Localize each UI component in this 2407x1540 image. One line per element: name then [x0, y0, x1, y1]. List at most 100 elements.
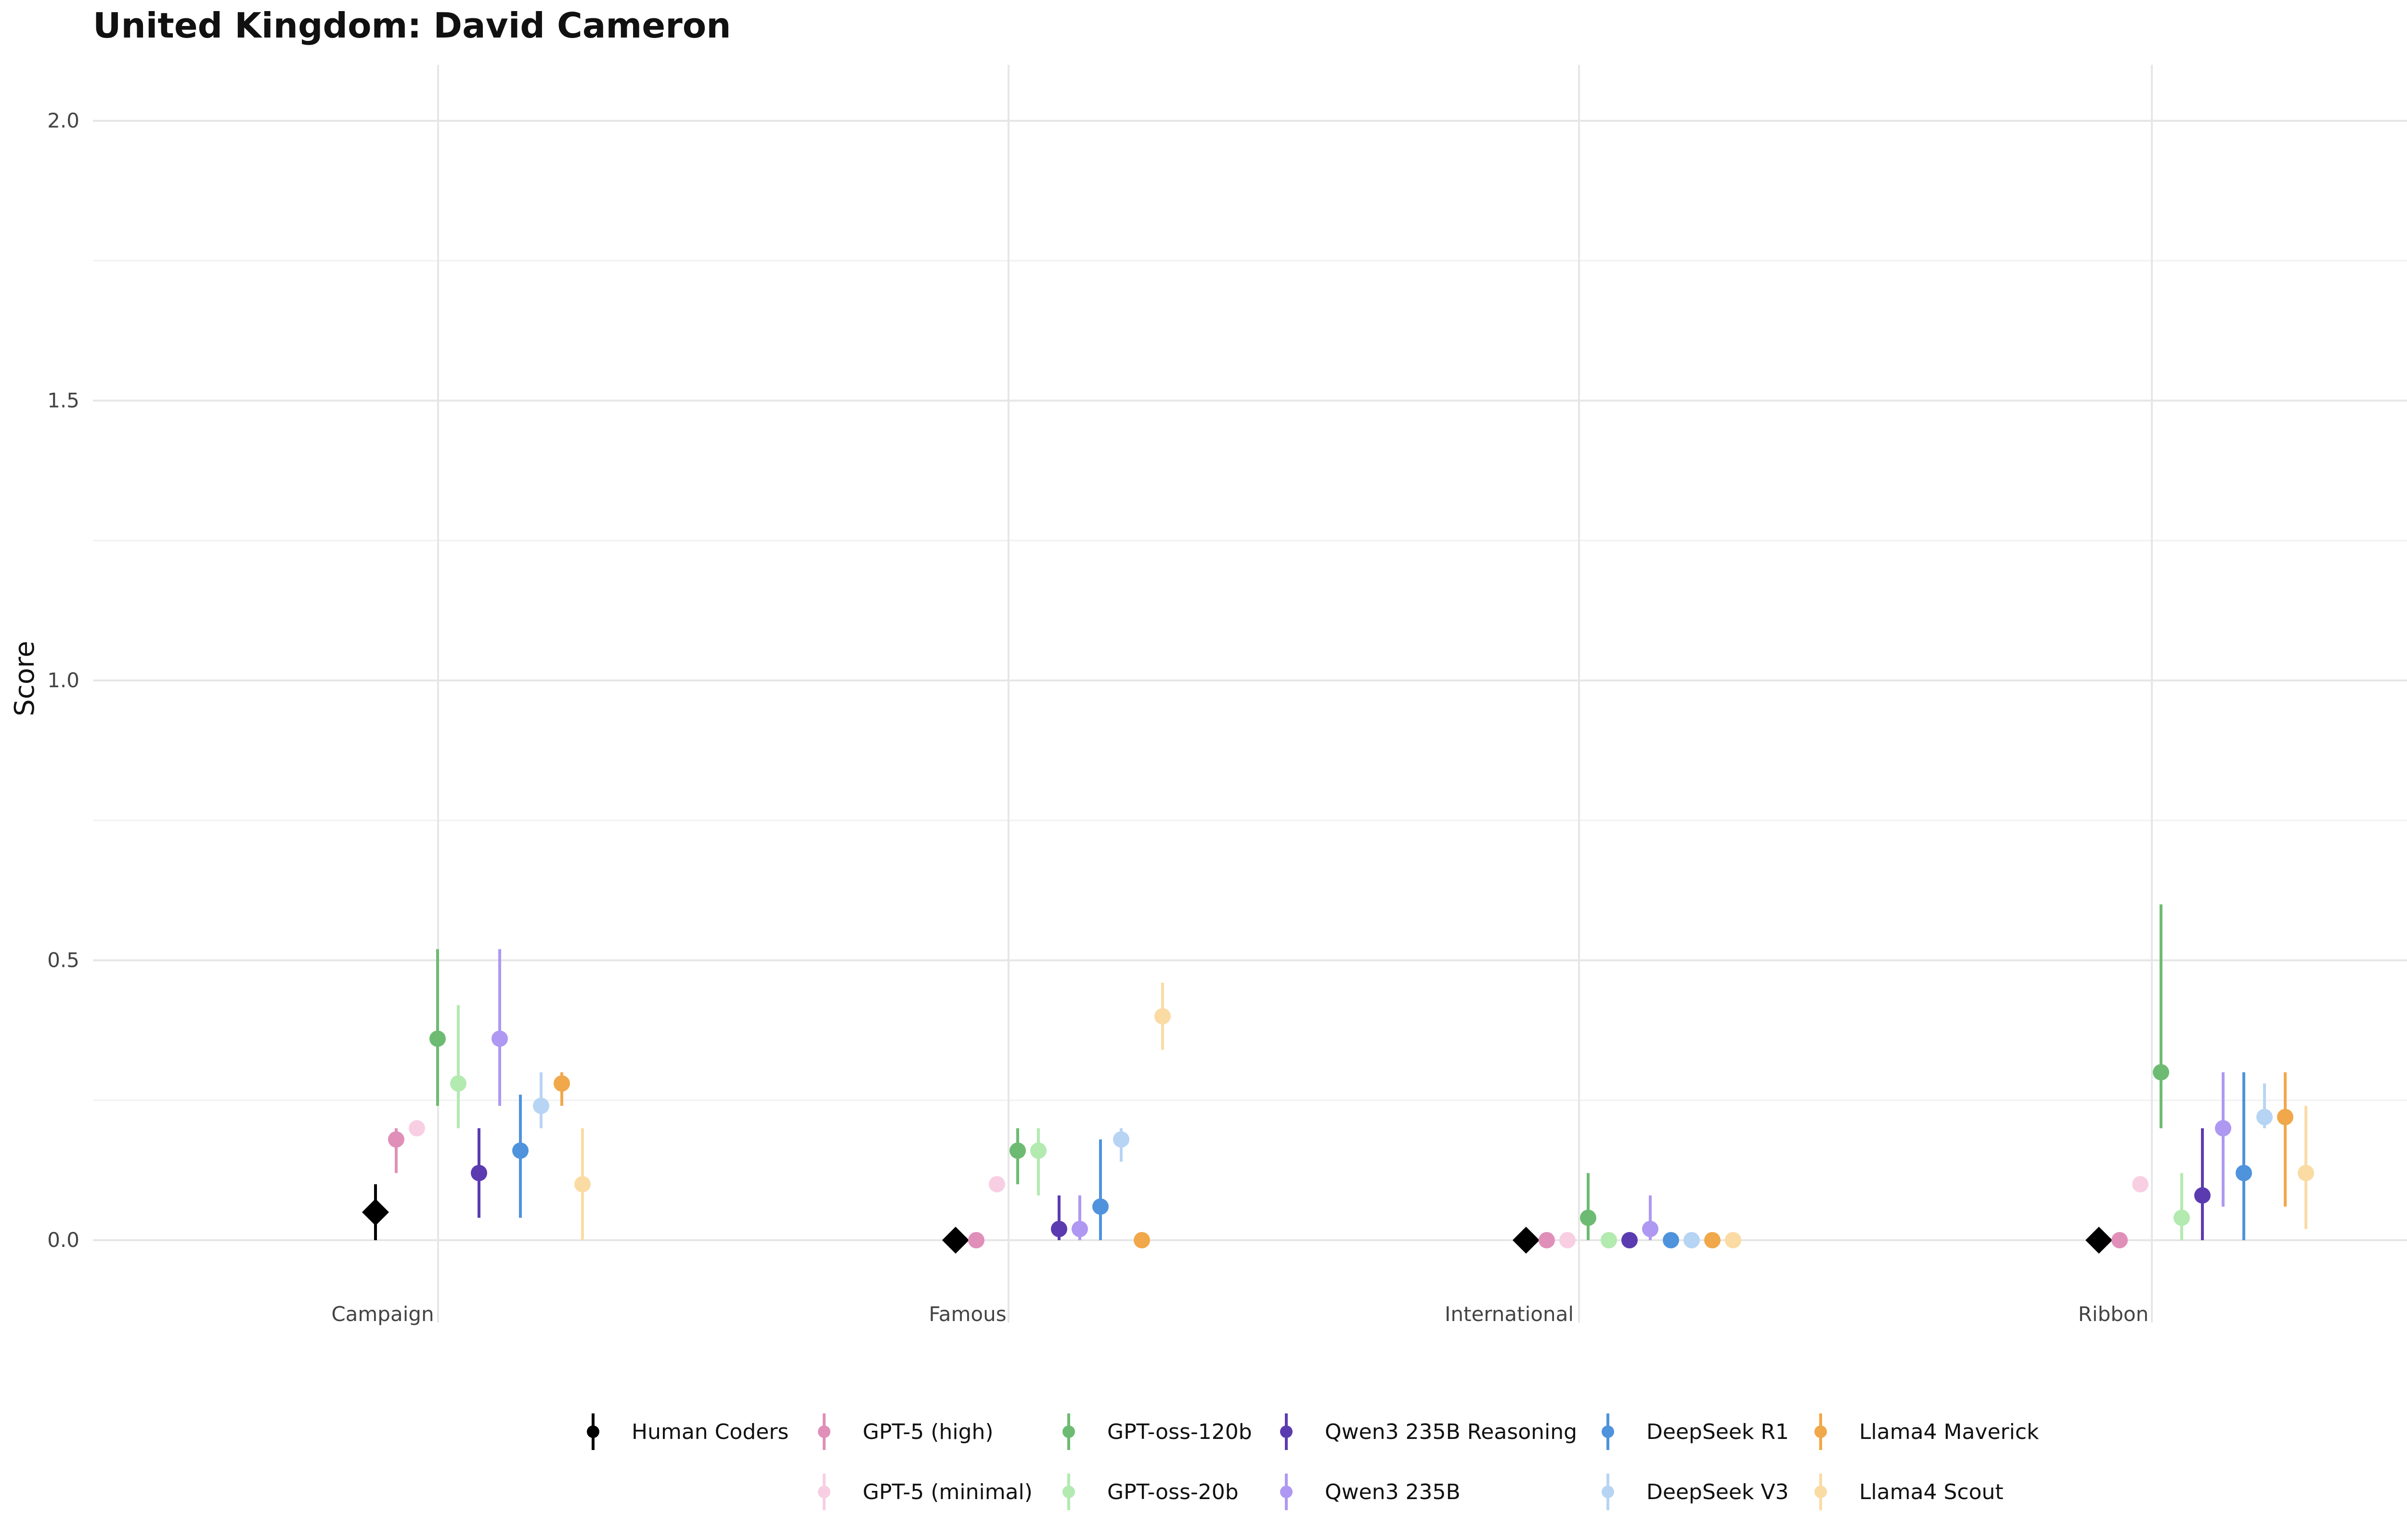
data-point — [409, 1120, 425, 1137]
data-point — [1725, 1232, 1741, 1248]
data-point — [942, 1227, 969, 1254]
legend-key-point — [1814, 1425, 1827, 1438]
data-point — [968, 1232, 984, 1248]
legend-key-point — [818, 1486, 830, 1498]
legend-item: Llama4 Scout — [1814, 1474, 2004, 1510]
data-series — [362, 904, 2314, 1254]
data-point — [2215, 1120, 2231, 1137]
data-point — [2298, 1165, 2314, 1181]
legend-label: Qwen3 235B Reasoning — [1325, 1420, 1577, 1444]
legend-label: GPT-oss-120b — [1107, 1420, 1252, 1444]
y-axis-title: Score — [9, 641, 40, 717]
data-point — [1559, 1232, 1576, 1248]
data-point — [574, 1176, 591, 1193]
legend-item: Qwen3 235B — [1280, 1474, 1461, 1510]
series-group — [450, 1005, 2190, 1248]
data-point — [1009, 1142, 1026, 1159]
legend-key-point — [1062, 1425, 1075, 1438]
data-point — [2111, 1232, 2128, 1248]
data-point — [492, 1030, 508, 1047]
y-tick-label: 0.0 — [47, 1228, 79, 1252]
data-point — [1154, 1008, 1171, 1025]
data-point — [429, 1030, 446, 1047]
x-tick-label: Famous — [929, 1302, 1006, 1326]
legend: Human Coders GPT-5 (high) GPT-oss-120b Qwen… — [587, 1413, 2039, 1510]
x-tick-label: International — [1445, 1302, 1574, 1326]
series-group — [554, 1072, 2293, 1248]
chart-title: United Kingdom: David Cameron — [93, 5, 731, 46]
legend-item: DeepSeek R1 — [1602, 1413, 1789, 1450]
x-tick-label: Campaign — [331, 1302, 434, 1326]
series-group — [533, 1072, 2273, 1248]
legend-key-point — [1814, 1486, 1827, 1498]
legend-label: DeepSeek V3 — [1646, 1480, 1789, 1504]
legend-label: Llama4 Maverick — [1859, 1420, 2039, 1444]
legend-key-point — [1602, 1486, 1614, 1498]
data-point — [471, 1165, 487, 1181]
series-group — [362, 1184, 2112, 1254]
legend-label: GPT-5 (minimal) — [863, 1480, 1033, 1504]
data-point — [1513, 1227, 1540, 1254]
data-point — [1642, 1220, 1658, 1237]
legend-label: GPT-oss-20b — [1107, 1480, 1239, 1504]
data-point — [1030, 1142, 1047, 1159]
series-group — [512, 1072, 2252, 1248]
data-point — [1539, 1232, 1555, 1248]
legend-label: DeepSeek R1 — [1646, 1420, 1789, 1444]
data-point — [2174, 1209, 2190, 1226]
data-point — [1092, 1198, 1109, 1215]
data-point — [1621, 1232, 1638, 1248]
data-point — [2256, 1109, 2273, 1126]
data-point — [2132, 1176, 2148, 1193]
legend-item: Llama4 Maverick — [1814, 1413, 2039, 1450]
series-group — [429, 904, 2169, 1240]
data-point — [1704, 1232, 1721, 1248]
legend-item: Human Coders — [587, 1413, 789, 1450]
series-group — [388, 1128, 2128, 1248]
legend-key-point — [818, 1425, 830, 1438]
series-group — [492, 949, 2231, 1240]
series-group — [574, 983, 2314, 1248]
data-point — [2194, 1187, 2211, 1204]
data-point — [1683, 1232, 1700, 1248]
x-tick-label: Ribbon — [2078, 1302, 2149, 1326]
legend-key-point — [1602, 1425, 1614, 1438]
x-axis-ticks: Campaign Famous International Ribbon — [331, 1302, 2148, 1326]
grid — [93, 64, 2407, 1323]
legend-label: Llama4 Scout — [1859, 1480, 2004, 1504]
legend-label: GPT-5 (high) — [863, 1420, 994, 1444]
y-tick-label: 0.5 — [47, 949, 79, 972]
y-axis-ticks: 0.0 0.5 1.0 1.5 2.0 — [47, 109, 79, 1252]
y-tick-label: 2.0 — [47, 109, 79, 132]
legend-item: GPT-oss-20b — [1062, 1474, 1239, 1510]
legend-label: Human Coders — [632, 1420, 789, 1444]
data-point — [388, 1131, 404, 1148]
legend-label: Qwen3 235B — [1325, 1480, 1461, 1504]
data-point — [1580, 1209, 1596, 1226]
legend-key-point — [1280, 1486, 1293, 1498]
legend-key-point — [587, 1425, 599, 1438]
legend-item: DeepSeek V3 — [1602, 1474, 1789, 1510]
legend-item: GPT-5 (minimal) — [818, 1474, 1033, 1510]
data-point — [1601, 1232, 1617, 1248]
data-point — [554, 1075, 570, 1092]
legend-item: GPT-5 (high) — [818, 1413, 994, 1450]
data-point — [512, 1142, 529, 1159]
data-point — [450, 1075, 466, 1092]
data-point — [1113, 1131, 1129, 1148]
legend-key-point — [1280, 1425, 1293, 1438]
legend-item: GPT-oss-120b — [1062, 1413, 1252, 1450]
y-tick-label: 1.5 — [47, 389, 79, 412]
data-point — [1051, 1220, 1067, 1237]
data-point — [1663, 1232, 1679, 1248]
data-point — [362, 1198, 389, 1226]
data-point — [2085, 1227, 2112, 1254]
data-point — [989, 1176, 1005, 1193]
legend-key-point — [1062, 1486, 1075, 1498]
data-point — [2277, 1109, 2293, 1126]
legend-item: Qwen3 235B Reasoning — [1280, 1413, 1577, 1450]
data-point — [533, 1097, 549, 1114]
data-point — [2236, 1165, 2252, 1181]
series-group — [409, 1120, 2148, 1248]
